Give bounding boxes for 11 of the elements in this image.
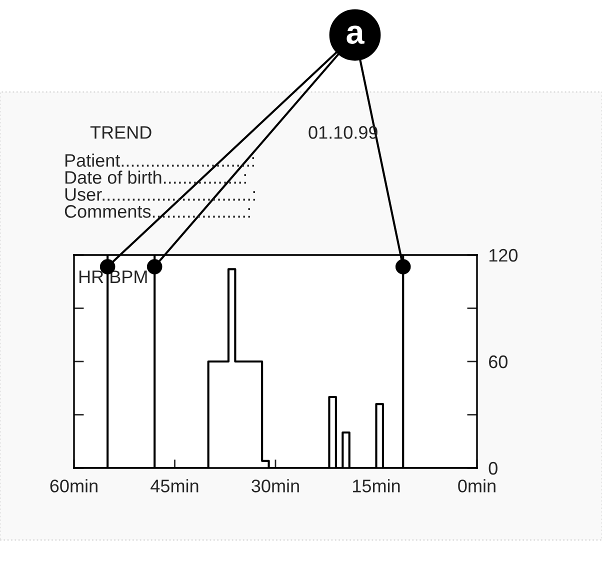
- x-tick-label: 45min: [150, 479, 198, 492]
- y-tick-label: 0: [488, 462, 498, 475]
- y-axis-title: HR BPM: [80, 270, 147, 283]
- y-tick-label: 120: [489, 248, 518, 262]
- x-tick-label: 30min: [252, 479, 299, 492]
- y-tick-label: 60: [489, 355, 508, 368]
- text: a: [346, 26, 364, 44]
- x-tick-label: 0min: [458, 479, 496, 492]
- x-tick-label: 60min: [50, 479, 98, 492]
- x-tick-label: 15min: [353, 479, 400, 492]
- chart-title: TREND: [90, 126, 152, 139]
